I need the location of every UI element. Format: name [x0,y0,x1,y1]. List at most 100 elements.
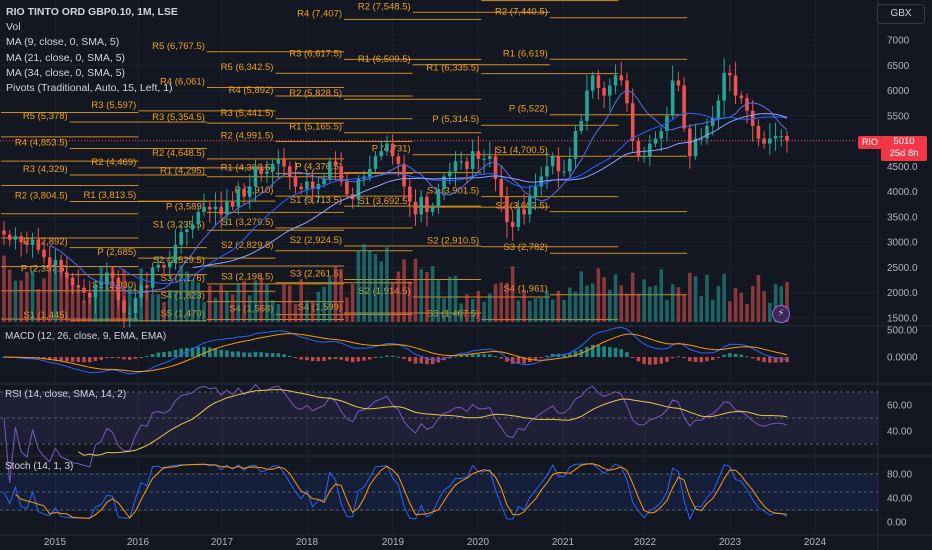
volume-bar [345,297,349,322]
volume-bar [265,284,269,322]
macd-histogram-bar [110,357,115,358]
volume-bar [619,285,624,322]
candle-body [299,186,303,190]
candle-body [670,80,675,116]
macd-histogram-bar [87,357,92,363]
volume-bar [659,269,664,322]
candle-body [476,151,481,159]
volume-bar [436,280,441,322]
macd-histogram-bar [562,353,566,357]
macd-histogram-bar [310,357,315,362]
macd-histogram-bar [122,357,126,360]
volume-bar [362,244,366,322]
candle-body [368,168,372,177]
volume-bar [545,290,549,322]
stoch-pane-title[interactable]: Stoch (14, 1, 3) [5,461,74,472]
pivot-level-label: R5 (5,378) [23,111,68,122]
volume-bar [36,289,41,322]
candle-body [99,282,103,286]
candle-body [19,236,23,243]
candle-body [482,158,486,160]
macd-histogram-bar [105,357,109,359]
candle-body [493,156,498,179]
candle-body [236,189,241,207]
macd-histogram-bar [550,353,555,357]
currency-button[interactable]: GBX [877,4,925,24]
macd-histogram-bar [619,349,624,357]
price-tick-label: 2500.0 [887,263,918,274]
price-tick-label: 6000 [887,86,910,97]
candle-body [42,249,46,258]
x-tick-label: 2023 [719,537,742,548]
price-tick-label: 5500 [887,111,910,122]
volume-bar [419,269,423,322]
macd-histogram-bar [322,357,326,361]
macd-pane [2,326,789,375]
volume-bar [76,288,81,322]
candle-body [276,158,281,164]
macd-histogram-bar [207,347,212,357]
pivot-level-label: S2 (2,529.5) [153,255,205,266]
volume-bar [602,277,606,322]
macd-histogram-bar [196,346,201,357]
volume-bar [230,294,235,322]
rsi-pane-title[interactable]: RSI (14, close, SMA, 14, 2) [5,389,127,400]
macd-histogram-bar [573,351,578,357]
candle-body [625,80,629,104]
macd-histogram-bar [653,357,658,365]
volume-bar [716,285,721,322]
pivot-level-label: R3 (5,441.5) [221,108,274,119]
macd-histogram-bar [150,354,155,357]
volume-bar [653,285,658,322]
candle-body [225,201,229,215]
macd-pane-title[interactable]: MACD (12, 26, close, 9, EMA, EMA) [5,331,167,342]
candle-body [396,156,401,164]
candle-body [682,85,686,129]
volume-bar [287,285,292,322]
lightning-icon[interactable]: ⚡ [772,305,790,323]
legend-pivots[interactable]: Pivots (Traditional, Auto, 15, Left, 1) [6,82,173,95]
macd-histogram-bar [185,347,189,357]
candle-body [207,206,212,210]
volume-bar [682,295,686,322]
volume-bar [25,271,29,322]
macd-histogram-bar [688,357,692,362]
macd-histogram-bar [368,357,372,360]
symbol-title[interactable]: RIO TINTO ORD GBP0.10, 1M, LSE [6,6,178,18]
pivot-level-label: P (3,589) [166,201,205,212]
macd-histogram-bar [167,351,172,357]
macd-histogram-bar [236,351,241,357]
pivot-level-label: R2 (4,469) [91,157,136,168]
macd-histogram-bar [402,357,406,359]
macd-histogram-bar [665,357,669,362]
volume-bar [636,293,641,322]
legend-ma21[interactable]: MA (21, close, 0, SMA, 5) [6,51,126,64]
volume-bar [562,299,566,322]
candle-body [242,189,246,197]
macd-histogram-bar [390,355,395,357]
legend-ma9[interactable]: MA (9, close, 0, SMA, 5) [6,36,120,49]
volume-bar [590,283,595,322]
x-tick-label: 2016 [127,537,150,548]
macd-histogram-bar [145,356,149,358]
candle-body [219,206,223,215]
macd-histogram-bar [590,344,595,357]
price-tick-label: 1500.0 [887,314,918,325]
price-tick-label: 7000 [887,36,910,47]
volume-bar [728,301,732,322]
macd-histogram-bar [482,354,486,357]
macd-histogram-bar [493,356,498,358]
legend-vol[interactable]: Vol [6,21,21,34]
pivot-level-label: R2 (7,778.5) [426,0,479,1]
volume-bar [145,290,149,322]
candle-body [133,297,138,313]
candle-body [36,239,41,250]
legend-ma34[interactable]: MA (34, close, 0, SMA, 5) [6,66,126,79]
candle-body [173,244,178,263]
volume-bar [339,269,343,322]
pivot-level-label: R1 (6,619) [503,48,548,59]
volume-bar [493,284,498,322]
candle-body [436,189,441,207]
